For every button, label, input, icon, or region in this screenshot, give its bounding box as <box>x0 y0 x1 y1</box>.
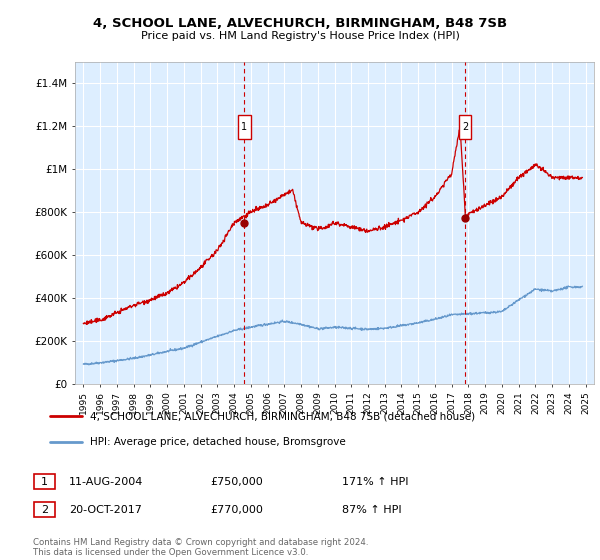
Text: 171% ↑ HPI: 171% ↑ HPI <box>342 477 409 487</box>
Text: 4, SCHOOL LANE, ALVECHURCH, BIRMINGHAM, B48 7SB (detached house): 4, SCHOOL LANE, ALVECHURCH, BIRMINGHAM, … <box>90 412 475 421</box>
FancyBboxPatch shape <box>34 502 55 517</box>
FancyBboxPatch shape <box>459 115 472 139</box>
Text: Contains HM Land Registry data © Crown copyright and database right 2024.
This d: Contains HM Land Registry data © Crown c… <box>33 538 368 557</box>
Text: 1: 1 <box>241 122 247 132</box>
FancyBboxPatch shape <box>238 115 251 139</box>
FancyBboxPatch shape <box>34 474 55 489</box>
Text: 11-AUG-2004: 11-AUG-2004 <box>69 477 143 487</box>
Text: HPI: Average price, detached house, Bromsgrove: HPI: Average price, detached house, Brom… <box>90 437 346 446</box>
Text: Price paid vs. HM Land Registry's House Price Index (HPI): Price paid vs. HM Land Registry's House … <box>140 31 460 41</box>
Text: £770,000: £770,000 <box>210 505 263 515</box>
Text: 4, SCHOOL LANE, ALVECHURCH, BIRMINGHAM, B48 7SB: 4, SCHOOL LANE, ALVECHURCH, BIRMINGHAM, … <box>93 17 507 30</box>
Text: 87% ↑ HPI: 87% ↑ HPI <box>342 505 401 515</box>
Text: 2: 2 <box>462 122 468 132</box>
Text: £750,000: £750,000 <box>210 477 263 487</box>
Text: 1: 1 <box>41 477 48 487</box>
Text: 20-OCT-2017: 20-OCT-2017 <box>69 505 142 515</box>
Text: 2: 2 <box>41 505 48 515</box>
